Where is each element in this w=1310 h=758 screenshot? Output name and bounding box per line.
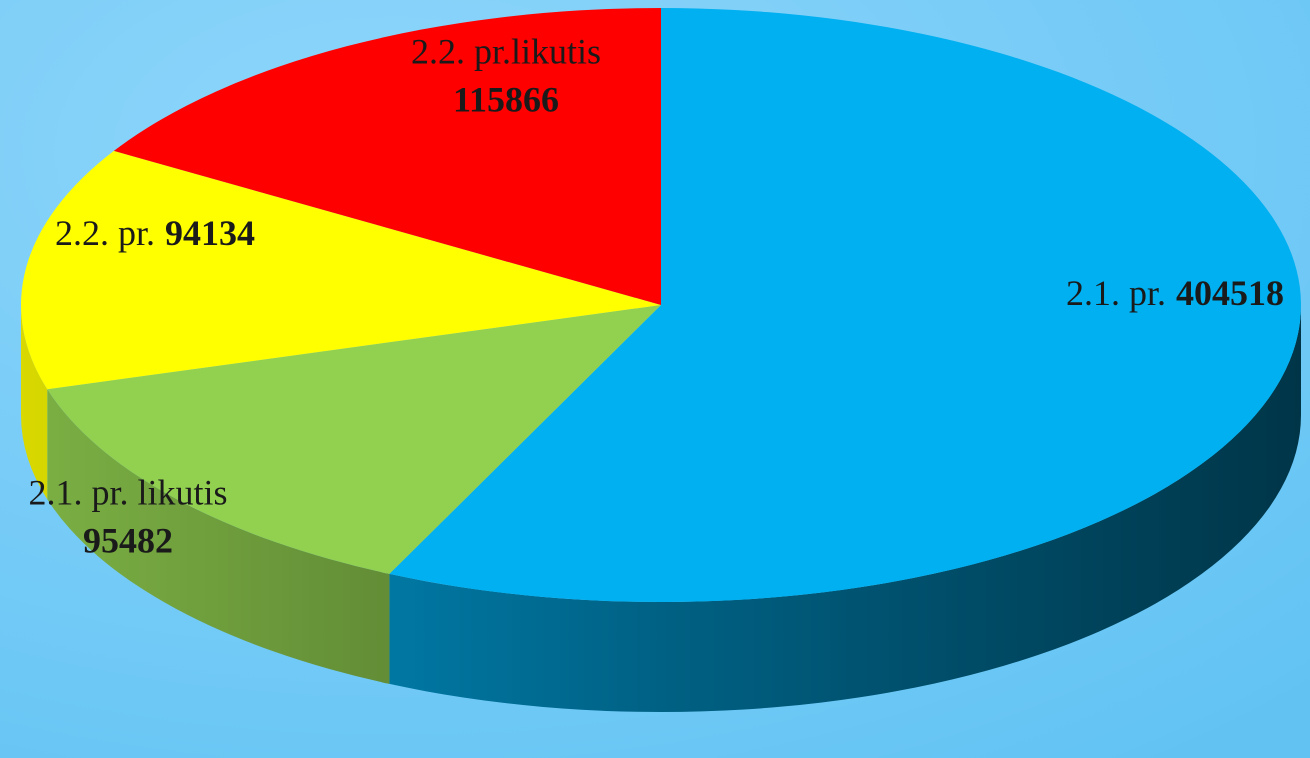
data-label-value: 95482 bbox=[83, 520, 173, 560]
slice-side bbox=[389, 305, 1301, 713]
data-label: 2.2. pr. 94134 bbox=[55, 213, 255, 253]
slice bbox=[389, 8, 1302, 602]
data-label: 2.1. pr. 404518 bbox=[1066, 273, 1284, 313]
slice bbox=[113, 8, 662, 305]
data-label-category: 2.1. pr. bbox=[1066, 273, 1166, 313]
data-label-value: 115866 bbox=[453, 79, 559, 119]
data-label-value: 404518 bbox=[1176, 273, 1284, 313]
data-label-category: 2.2. pr.likutis bbox=[411, 31, 601, 71]
data-label-value: 94134 bbox=[165, 213, 255, 253]
slice-side bbox=[21, 305, 48, 500]
pie-tops bbox=[20, 8, 1302, 602]
data-label-category: 2.2. pr. bbox=[55, 213, 155, 253]
slice bbox=[47, 305, 661, 574]
slice bbox=[20, 150, 661, 390]
data-label-category: 2.1. pr. likutis bbox=[28, 472, 227, 512]
pie-sides bbox=[21, 305, 1301, 713]
slice-side bbox=[47, 389, 390, 684]
data-labels: 2.1. pr. 404518 2.1. pr. likutis 95482 2.2. … bbox=[28, 31, 1284, 560]
